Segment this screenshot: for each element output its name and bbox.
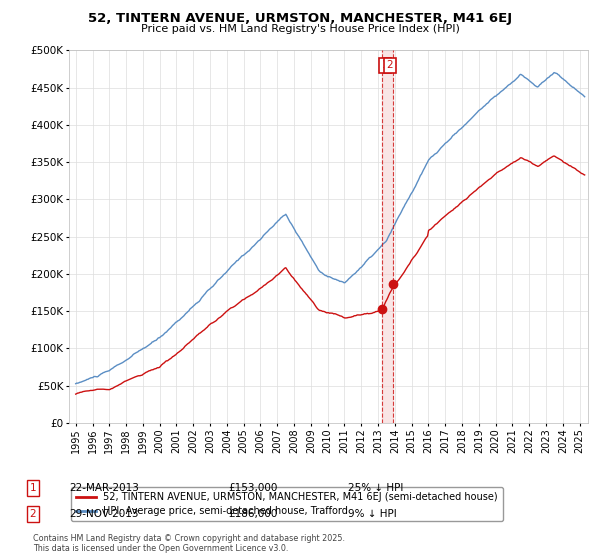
Text: 22-MAR-2013: 22-MAR-2013 bbox=[69, 483, 139, 493]
Text: 52, TINTERN AVENUE, URMSTON, MANCHESTER, M41 6EJ: 52, TINTERN AVENUE, URMSTON, MANCHESTER,… bbox=[88, 12, 512, 25]
Text: Contains HM Land Registry data © Crown copyright and database right 2025.
This d: Contains HM Land Registry data © Crown c… bbox=[33, 534, 345, 553]
Text: 2: 2 bbox=[387, 60, 394, 71]
Text: Price paid vs. HM Land Registry's House Price Index (HPI): Price paid vs. HM Land Registry's House … bbox=[140, 24, 460, 34]
Text: 1: 1 bbox=[29, 483, 37, 493]
Text: £186,000: £186,000 bbox=[228, 509, 277, 519]
Text: 9% ↓ HPI: 9% ↓ HPI bbox=[348, 509, 397, 519]
Text: 2: 2 bbox=[29, 509, 37, 519]
Legend: 52, TINTERN AVENUE, URMSTON, MANCHESTER, M41 6EJ (semi-detached house), HPI: Ave: 52, TINTERN AVENUE, URMSTON, MANCHESTER,… bbox=[71, 487, 503, 521]
Text: £153,000: £153,000 bbox=[228, 483, 277, 493]
Text: 1: 1 bbox=[382, 60, 388, 71]
Text: 29-NOV-2013: 29-NOV-2013 bbox=[69, 509, 139, 519]
Bar bbox=[382, 50, 394, 423]
Text: 25% ↓ HPI: 25% ↓ HPI bbox=[348, 483, 403, 493]
